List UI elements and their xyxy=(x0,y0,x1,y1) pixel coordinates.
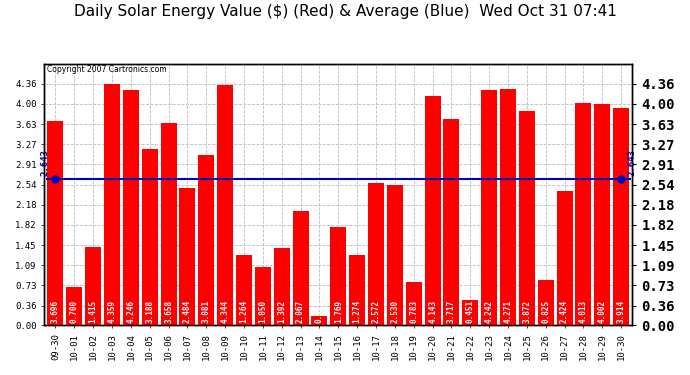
Bar xyxy=(255,267,271,326)
Bar xyxy=(217,85,233,326)
Bar xyxy=(575,103,591,326)
Text: 0.783: 0.783 xyxy=(409,300,418,323)
Bar xyxy=(368,183,384,326)
Text: 2.643: 2.643 xyxy=(41,149,50,176)
Text: 2.067: 2.067 xyxy=(296,300,305,323)
Text: 0.176: 0.176 xyxy=(315,300,324,323)
Bar xyxy=(293,211,308,326)
Bar xyxy=(557,191,573,326)
Bar xyxy=(198,154,215,326)
Bar xyxy=(274,248,290,326)
Text: 2.424: 2.424 xyxy=(560,300,569,323)
Text: Copyright 2007 Cartronics.com: Copyright 2007 Cartronics.com xyxy=(47,65,167,74)
Text: 3.081: 3.081 xyxy=(201,300,211,323)
Text: 2.643: 2.643 xyxy=(627,149,636,176)
Text: 3.717: 3.717 xyxy=(447,300,456,323)
Bar xyxy=(48,120,63,326)
Text: 3.658: 3.658 xyxy=(164,300,173,323)
Text: 4.002: 4.002 xyxy=(598,300,607,323)
Bar xyxy=(66,286,82,326)
Text: 1.769: 1.769 xyxy=(334,300,343,323)
Bar xyxy=(424,96,441,326)
Bar xyxy=(141,149,158,326)
Bar xyxy=(594,104,611,326)
Bar xyxy=(104,84,120,326)
Text: 3.872: 3.872 xyxy=(522,300,531,323)
Text: 4.359: 4.359 xyxy=(108,300,117,323)
Bar xyxy=(613,108,629,325)
Bar xyxy=(85,247,101,326)
Text: 4.344: 4.344 xyxy=(221,300,230,323)
Text: 4.242: 4.242 xyxy=(484,300,493,323)
Text: 1.050: 1.050 xyxy=(258,300,268,323)
Text: 0.825: 0.825 xyxy=(541,300,550,323)
Text: 4.246: 4.246 xyxy=(126,300,135,323)
Bar xyxy=(123,90,139,326)
Text: 3.914: 3.914 xyxy=(617,300,626,323)
Text: 4.271: 4.271 xyxy=(504,300,513,323)
Text: 2.530: 2.530 xyxy=(391,300,400,323)
Text: 1.264: 1.264 xyxy=(239,300,248,323)
Bar xyxy=(538,280,554,326)
Text: Daily Solar Energy Value ($) (Red) & Average (Blue)  Wed Oct 31 07:41: Daily Solar Energy Value ($) (Red) & Ave… xyxy=(74,4,616,19)
Bar xyxy=(406,282,422,326)
Text: 0.451: 0.451 xyxy=(466,300,475,323)
Bar xyxy=(236,255,252,326)
Bar xyxy=(519,111,535,326)
Text: 1.415: 1.415 xyxy=(89,300,98,323)
Text: 2.484: 2.484 xyxy=(183,300,192,323)
Text: 3.188: 3.188 xyxy=(145,300,155,323)
Text: 2.572: 2.572 xyxy=(371,300,380,323)
Bar xyxy=(444,119,460,326)
Text: 1.274: 1.274 xyxy=(353,300,362,323)
Bar xyxy=(462,300,478,326)
Bar xyxy=(331,227,346,326)
Bar xyxy=(500,88,516,326)
Bar xyxy=(481,90,497,326)
Bar xyxy=(387,185,403,326)
Text: 3.696: 3.696 xyxy=(51,300,60,323)
Bar xyxy=(349,255,365,326)
Text: 4.013: 4.013 xyxy=(579,300,588,323)
Bar xyxy=(179,188,195,326)
Text: 1.392: 1.392 xyxy=(277,300,286,323)
Text: 0.700: 0.700 xyxy=(70,300,79,323)
Bar xyxy=(311,316,328,326)
Text: 4.143: 4.143 xyxy=(428,300,437,323)
Bar xyxy=(161,123,177,326)
